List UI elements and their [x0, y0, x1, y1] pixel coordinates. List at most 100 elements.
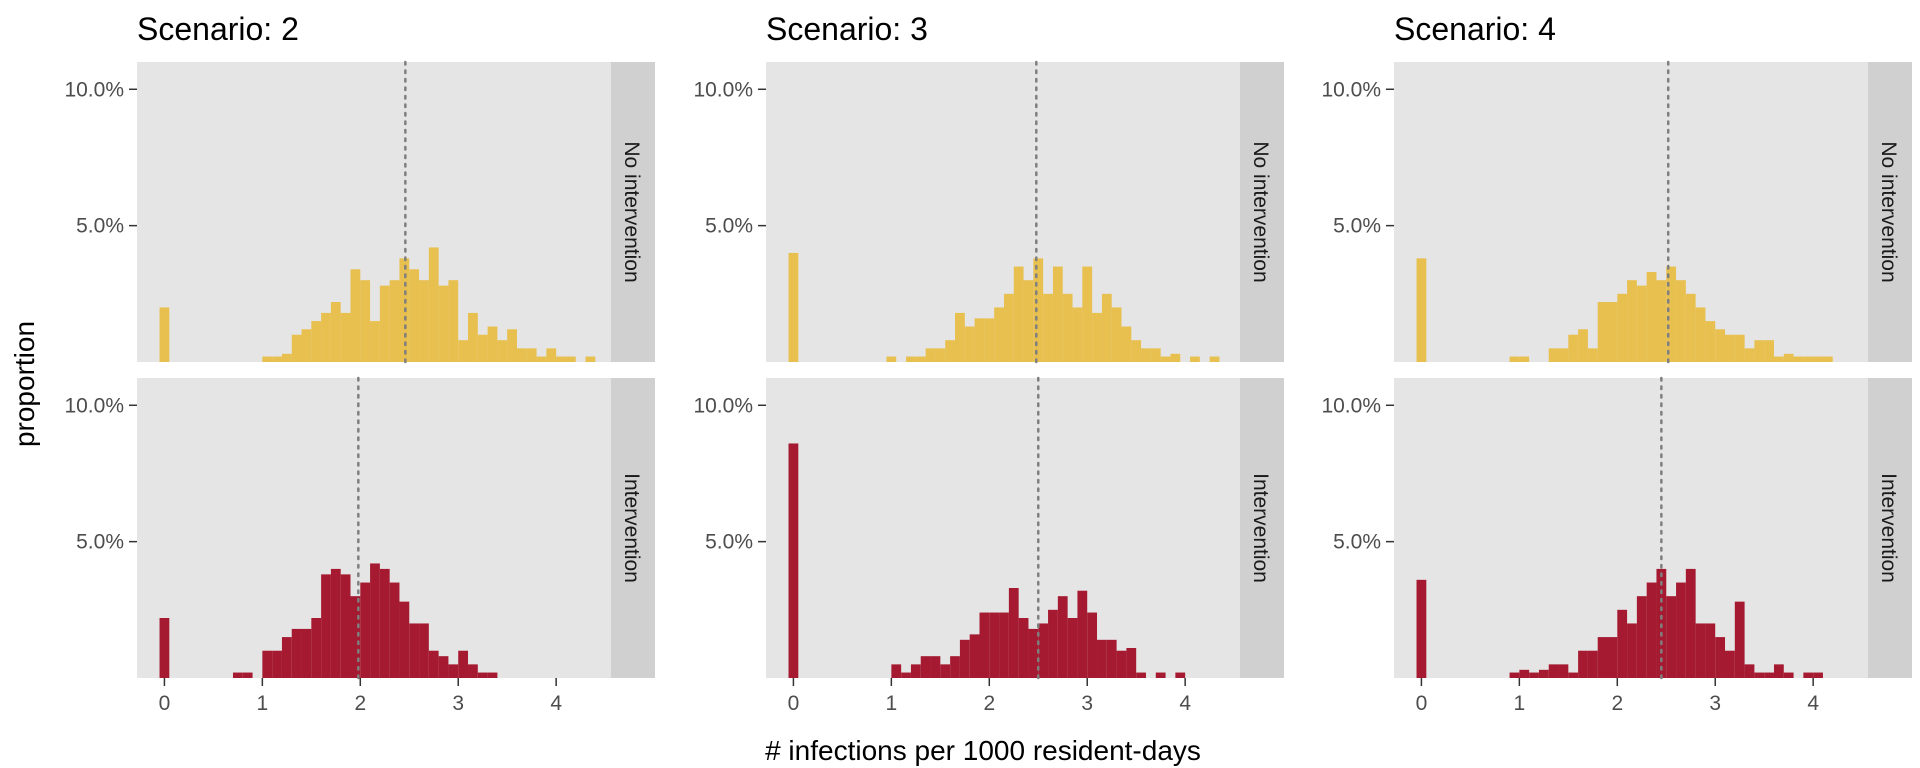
histogram-bar [1558, 348, 1569, 362]
histogram-bar [458, 650, 469, 678]
histogram-bar [935, 348, 946, 362]
histogram-bar [1043, 293, 1053, 362]
histogram-bar [1416, 579, 1427, 678]
column-title: Scenario: 2 [137, 11, 299, 47]
histogram-bar [1519, 669, 1530, 678]
panel: No intervention 5.0% 10.0% [1321, 60, 1912, 364]
histogram-bar [159, 307, 170, 362]
x-tick-label: 4 [1179, 692, 1191, 715]
histogram-bar [1725, 334, 1735, 362]
histogram-bar [1666, 596, 1677, 678]
histogram-bar [1822, 356, 1833, 362]
y-tick-label: 5.0% [76, 531, 124, 554]
histogram-bar [291, 334, 302, 362]
histogram-bar [360, 582, 371, 678]
histogram-bar [1607, 302, 1618, 362]
histogram-bar [1705, 623, 1716, 678]
x-tick-label: 0 [1416, 692, 1428, 715]
histogram-bar [1568, 672, 1579, 678]
histogram-bar [468, 312, 478, 362]
histogram-bar [1126, 648, 1137, 678]
histogram-bar [1062, 293, 1073, 362]
histogram-bar [788, 252, 799, 362]
histogram-bar [1803, 672, 1814, 678]
histogram-bar [1744, 664, 1755, 678]
histogram-bar [242, 672, 253, 678]
histogram-bar [1607, 637, 1618, 678]
x-tick-label: 1 [886, 692, 898, 715]
x-tick-label: 3 [1709, 692, 1721, 715]
x-axis-title: # infections per 1000 resident-days [765, 735, 1201, 766]
y-tick-label: 10.0% [64, 394, 124, 417]
histogram-bar [910, 664, 921, 678]
histogram-bar [950, 656, 960, 678]
histogram-bar [1715, 637, 1726, 678]
x-tick-label: 2 [1611, 692, 1623, 715]
histogram-bar [311, 321, 322, 362]
histogram-bar [930, 656, 941, 678]
strip-background [1240, 378, 1284, 678]
x-tick-label: 3 [1081, 692, 1093, 715]
histogram-bar [438, 285, 449, 362]
histogram-bar [1617, 293, 1628, 362]
histogram-bar [1558, 664, 1569, 678]
histogram-bar [428, 247, 439, 362]
histogram-bar [1121, 326, 1132, 362]
histogram-bar [1136, 672, 1146, 678]
histogram-bar [1578, 329, 1588, 362]
panel-background [137, 62, 611, 362]
histogram-bar [1676, 280, 1686, 362]
strip-background [1868, 62, 1912, 362]
histogram-bar [477, 334, 488, 362]
histogram-bar [901, 672, 911, 678]
histogram-bar [1111, 307, 1122, 362]
histogram-bar [788, 443, 799, 678]
histogram-bar [945, 340, 956, 362]
histogram-bar [984, 318, 995, 362]
histogram-bar [1209, 356, 1220, 362]
histogram-bar [1190, 356, 1200, 362]
histogram-bar [1038, 623, 1049, 678]
histogram-bar [1676, 582, 1686, 678]
histogram-bar [419, 280, 429, 362]
strip-label: No intervention [620, 141, 643, 282]
histogram-bar [565, 356, 576, 362]
histogram-bar [1116, 650, 1127, 678]
histogram-bar [1646, 272, 1657, 362]
histogram-bar [1744, 348, 1755, 362]
x-tick-label: 1 [1514, 692, 1526, 715]
histogram-bar [1754, 340, 1765, 362]
histogram-bar [1092, 312, 1102, 362]
histogram-bar [507, 329, 517, 362]
histogram-bar [1067, 618, 1078, 678]
histogram-bar [920, 656, 931, 678]
x-tick-label: 0 [788, 692, 800, 715]
histogram-bar [1013, 266, 1024, 362]
histogram-bar [281, 637, 292, 678]
histogram-bar [311, 618, 322, 678]
histogram-bar [1734, 601, 1745, 678]
histogram-bar [379, 285, 390, 362]
histogram-bar [350, 269, 361, 362]
histogram-bar [915, 356, 926, 362]
strip-label: Intervention [1877, 473, 1900, 583]
histogram-bar [1077, 590, 1088, 678]
histogram-bar [1627, 623, 1637, 678]
histogram-bar [886, 356, 897, 362]
y-tick-label: 10.0% [64, 78, 124, 101]
histogram-bar [1685, 293, 1696, 362]
y-tick-label: 5.0% [1333, 531, 1381, 554]
histogram-bar [1087, 612, 1098, 678]
y-tick-label: 10.0% [693, 78, 753, 101]
histogram-bar [1617, 609, 1628, 678]
y-tick-label: 5.0% [705, 531, 753, 554]
histogram-bar [1666, 266, 1677, 362]
histogram-bar [1705, 321, 1716, 362]
histogram-bar [272, 650, 282, 678]
histogram-bar [969, 634, 980, 678]
histogram-bar [448, 280, 459, 362]
histogram-bar [389, 582, 400, 678]
histogram-bar [458, 340, 469, 362]
histogram-bar [1813, 672, 1823, 678]
